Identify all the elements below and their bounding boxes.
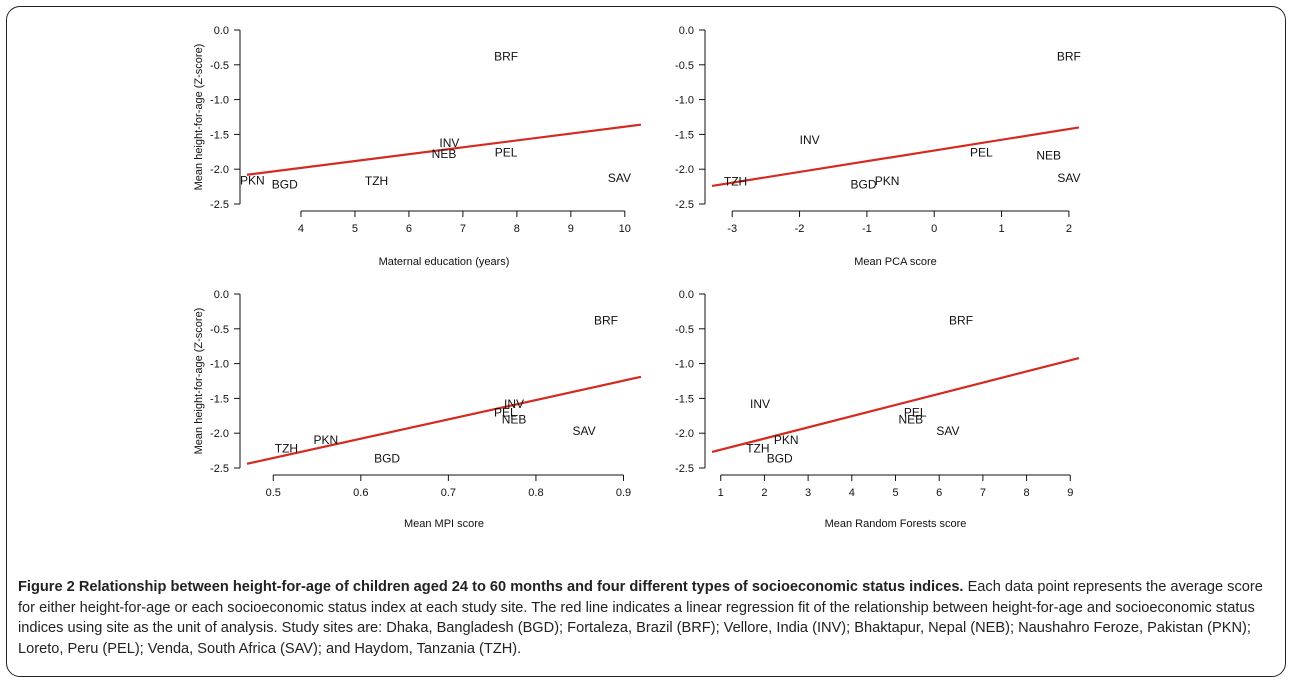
panel-2-x-axis-label: Mean PCA score	[854, 256, 937, 268]
panel-3-y-tick-label: -1.0	[210, 359, 229, 371]
panel-1-y-axis-label: Mean height-for-age (Z-score)	[193, 44, 205, 191]
panel-4-point-pel: PEL	[904, 405, 927, 419]
caption-title: Figure 2 Relationship between height-for…	[18, 579, 964, 595]
panel-3-y-axis-label: Mean height-for-age (Z-score)	[193, 308, 205, 455]
panel-4-x-axis-label: Mean Random Forests score	[825, 518, 967, 530]
panel-1-point-brf: BRF	[494, 49, 518, 63]
panel-3-x-tick-label: 0.7	[441, 487, 456, 499]
panel-3-x-tick-label: 0.5	[266, 487, 281, 499]
panel-2-point-tzh: TZH	[724, 175, 747, 189]
panel-3-y-tick-label: -1.5	[210, 393, 229, 405]
panel-4-x-tick-label: 2	[761, 487, 767, 499]
panel-2-point-neb: NEB	[1036, 148, 1061, 162]
panel-4-point-brf: BRF	[949, 313, 973, 327]
panel-4-regression-line	[711, 356, 1080, 454]
panel-1-point-pel: PEL	[495, 145, 518, 159]
panel-2-x-tick-label: 0	[931, 223, 937, 235]
panel-3-point-tzh: TZH	[275, 442, 298, 456]
panel-4-y-tick-label: -0.5	[675, 324, 694, 336]
panel-4-x-tick-label: 6	[936, 487, 942, 499]
panel-1-point-neb: NEB	[432, 147, 457, 161]
panel-4-x-tick-label: 8	[1024, 487, 1030, 499]
panel-4-point-bgd: BGD	[767, 451, 793, 465]
panel-4-point-tzh: TZH	[746, 442, 769, 456]
panel-2-point-sav: SAV	[1057, 171, 1080, 185]
panel-1-y-tick-label: -1.0	[210, 95, 229, 107]
panel-1-point-sav: SAV	[608, 171, 631, 185]
panel-4-point-inv: INV	[750, 397, 770, 411]
panel-1-x-axis-label: Maternal education (years)	[379, 256, 510, 268]
panel-1-y-tick-label: -0.5	[210, 60, 229, 72]
panel-3-x-tick-label: 0.6	[353, 487, 368, 499]
panel-3-x-tick-label: 0.9	[616, 487, 631, 499]
panel-2-y-tick-label: -2.5	[675, 199, 694, 211]
panel-1-point-tzh: TZH	[365, 174, 388, 188]
panel-3-y-tick-label: -2.5	[210, 463, 229, 475]
panel-4-x-tick-label: 9	[1067, 487, 1073, 499]
figure-caption: Figure 2 Relationship between height-for…	[18, 577, 1278, 659]
panel-4-y-tick-label: -2.5	[675, 463, 694, 475]
panel-1-x-tick-label: 9	[568, 223, 574, 235]
panel-3-point-brf: BRF	[594, 313, 618, 327]
panel-4-x-tick-label: 3	[805, 487, 811, 499]
panel-2-x-tick-label: -2	[795, 223, 805, 235]
panel-4-y-tick-label: -1.0	[675, 359, 694, 371]
panel-2-point-bgd: BGD	[851, 178, 877, 192]
panel-2-regression-line	[711, 126, 1080, 187]
panel-2-point-pkn: PKN	[875, 174, 900, 188]
panel-4-y-tick-label: 0.0	[679, 289, 694, 301]
panel-2-x-tick-label: 2	[1066, 223, 1072, 235]
panel-4-x-tick-label: 7	[980, 487, 986, 499]
panel-4-x-tick-label: 4	[849, 487, 855, 499]
panel-1-point-inv: INV	[439, 136, 459, 150]
figure-panels: 0.0-0.5-1.0-1.5-2.0-2.54 5 6 7 8 9 10Maternal …	[193, 25, 1081, 530]
panel-2-y-tick-label: -1.5	[675, 129, 694, 141]
panel-4-x-tick-label: 5	[892, 487, 898, 499]
panel-2-x-tick-label: -1	[862, 223, 872, 235]
panel-3-y-tick-label: 0.0	[214, 289, 229, 301]
panel-1-x-tick-label: 4	[298, 223, 304, 235]
panel-4-point-neb: NEB	[898, 412, 923, 426]
panel-1-x-tick-label: 10	[619, 223, 631, 235]
panel-2-point-pel: PEL	[970, 145, 993, 159]
panel-1-x-tick-label: 5	[352, 223, 358, 235]
panel-1-x-tick-label: 8	[514, 223, 520, 235]
panel-3-x-tick-label: 0.8	[528, 487, 543, 499]
panel-1-y-tick-label: 0.0	[214, 25, 229, 37]
panel-1-point-bgd: BGD	[272, 178, 298, 192]
caption-body: Each data point represents the average s…	[18, 579, 1263, 657]
panel-3-y-tick-label: -2.0	[210, 428, 229, 440]
panel-3-y-tick-label: -0.5	[210, 324, 229, 336]
panel-1-regression-line	[246, 123, 642, 176]
panel-2-y-tick-label: -1.0	[675, 95, 694, 107]
panel-3-regression-line	[246, 375, 642, 465]
panel-1-y-tick-label: -2.5	[210, 199, 229, 211]
panel-2-x-tick-label: -3	[727, 223, 737, 235]
panel-2-point-inv: INV	[800, 133, 820, 147]
panel-4-y-tick-label: -1.5	[675, 393, 694, 405]
panel-3-point-sav: SAV	[573, 424, 596, 438]
panel-1-point-pkn: PKN	[240, 173, 265, 187]
panel-2-x-tick-label: 1	[998, 223, 1004, 235]
panel-1-y-tick-label: -1.5	[210, 129, 229, 141]
panel-3-point-neb: NEB	[502, 412, 527, 426]
panel-4-point-sav: SAV	[936, 424, 959, 438]
panel-1-y-tick-label: -2.0	[210, 164, 229, 176]
panel-3-point-pel: PEL	[494, 405, 517, 419]
panel-4-y-tick-label: -2.0	[675, 428, 694, 440]
panel-2-y-tick-label: 0.0	[679, 25, 694, 37]
panel-4-point-pkn: PKN	[774, 433, 799, 447]
panel-1-x-tick-label: 6	[406, 223, 412, 235]
panel-2-point-brf: BRF	[1057, 49, 1081, 63]
figure-frame	[6, 6, 1286, 677]
panel-3-x-axis-label: Mean MPI score	[404, 518, 484, 530]
panel-3-point-pkn: PKN	[313, 433, 338, 447]
panel-3-point-bgd: BGD	[374, 451, 400, 465]
panel-1-x-tick-label: 7	[460, 223, 466, 235]
panel-2-y-tick-label: -2.0	[675, 164, 694, 176]
panel-4-x-tick-label: 1	[718, 487, 724, 499]
panel-3-point-inv: INV	[504, 397, 524, 411]
panel-2-y-tick-label: -0.5	[675, 60, 694, 72]
